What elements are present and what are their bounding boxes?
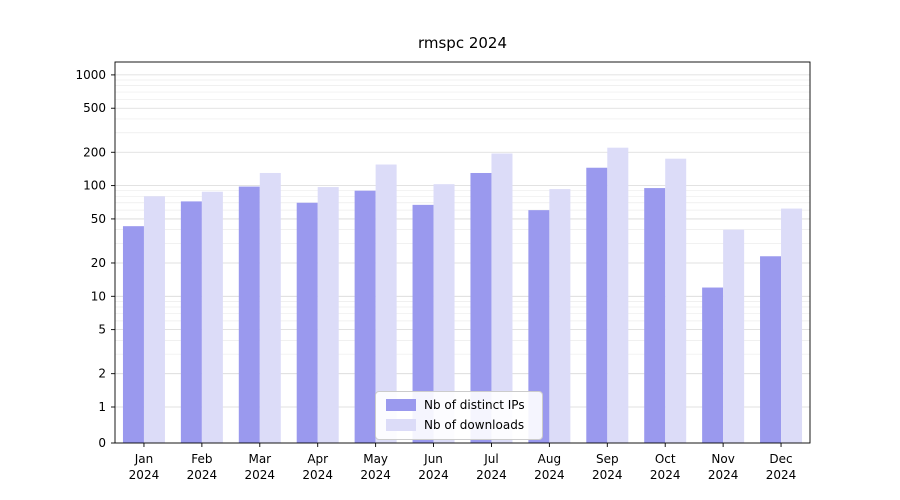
legend-label-downloads: Nb of downloads (424, 418, 525, 432)
bar-downloads (433, 184, 455, 443)
x-tick-label: May 2024 (360, 452, 391, 482)
bar-downloads (607, 147, 629, 444)
y-tick-label: 5 (98, 323, 106, 337)
bar-downloads (723, 229, 745, 443)
bar-downloads (317, 187, 339, 443)
bar-downloads (781, 208, 803, 443)
y-tick-label: 500 (83, 101, 106, 115)
x-tick-label: Jul 2024 (476, 452, 507, 482)
x-tick-label: Sep 2024 (592, 452, 623, 482)
x-tick-label: Jan 2024 (129, 452, 160, 482)
x-tick-label: Dec 2024 (766, 452, 797, 482)
x-tick-label: Jun 2024 (418, 452, 449, 482)
y-tick-label: 2 (98, 367, 106, 381)
legend-swatch-downloads (386, 419, 416, 431)
x-tick-label: Feb 2024 (187, 452, 218, 482)
y-tick-label: 1 (98, 400, 106, 414)
bar-distinct-ips (296, 202, 318, 443)
bar-distinct-ips (760, 256, 782, 443)
bar-downloads (201, 191, 223, 443)
bar-downloads (143, 196, 165, 443)
x-tick-label: Apr 2024 (302, 452, 333, 482)
bar-distinct-ips (586, 167, 608, 443)
bar-downloads (665, 158, 687, 444)
bar-distinct-ips (412, 204, 434, 443)
legend-item-downloads: Nb of downloads (386, 418, 532, 432)
x-tick-label: Nov 2024 (708, 452, 739, 482)
bar-distinct-ips (470, 172, 492, 444)
bar-distinct-ips (122, 226, 144, 443)
legend-swatch-distinct-ips (386, 399, 416, 411)
x-tick-label: Aug 2024 (534, 452, 565, 482)
bar-distinct-ips (354, 190, 376, 443)
bar-distinct-ips (180, 201, 202, 443)
bar-downloads (375, 164, 397, 443)
bar-downloads (259, 172, 281, 444)
y-tick-label: 100 (83, 179, 106, 193)
chart-title: rmspc 2024 (417, 34, 508, 52)
y-tick-label: 200 (83, 145, 106, 159)
bar-distinct-ips (644, 188, 666, 443)
y-tick-label: 50 (91, 212, 106, 226)
bar-downloads (491, 153, 513, 443)
y-tick-label: 0 (98, 436, 106, 450)
y-tick-label: 1000 (75, 68, 106, 82)
bar-distinct-ips (528, 210, 550, 443)
x-tick-label: Oct 2024 (650, 452, 681, 482)
bar-distinct-ips (238, 186, 260, 443)
axes-spines (114, 61, 811, 444)
y-tick-label: 20 (91, 256, 106, 270)
y-tick-label: 10 (91, 289, 106, 303)
legend-item-distinct-ips: Nb of distinct IPs (386, 398, 532, 412)
x-tick-label: Mar 2024 (245, 452, 276, 482)
legend: Nb of distinct IPs Nb of downloads (375, 391, 543, 440)
bar-downloads (549, 189, 571, 443)
bar-distinct-ips (702, 287, 724, 443)
legend-label-distinct-ips: Nb of distinct IPs (424, 398, 525, 412)
